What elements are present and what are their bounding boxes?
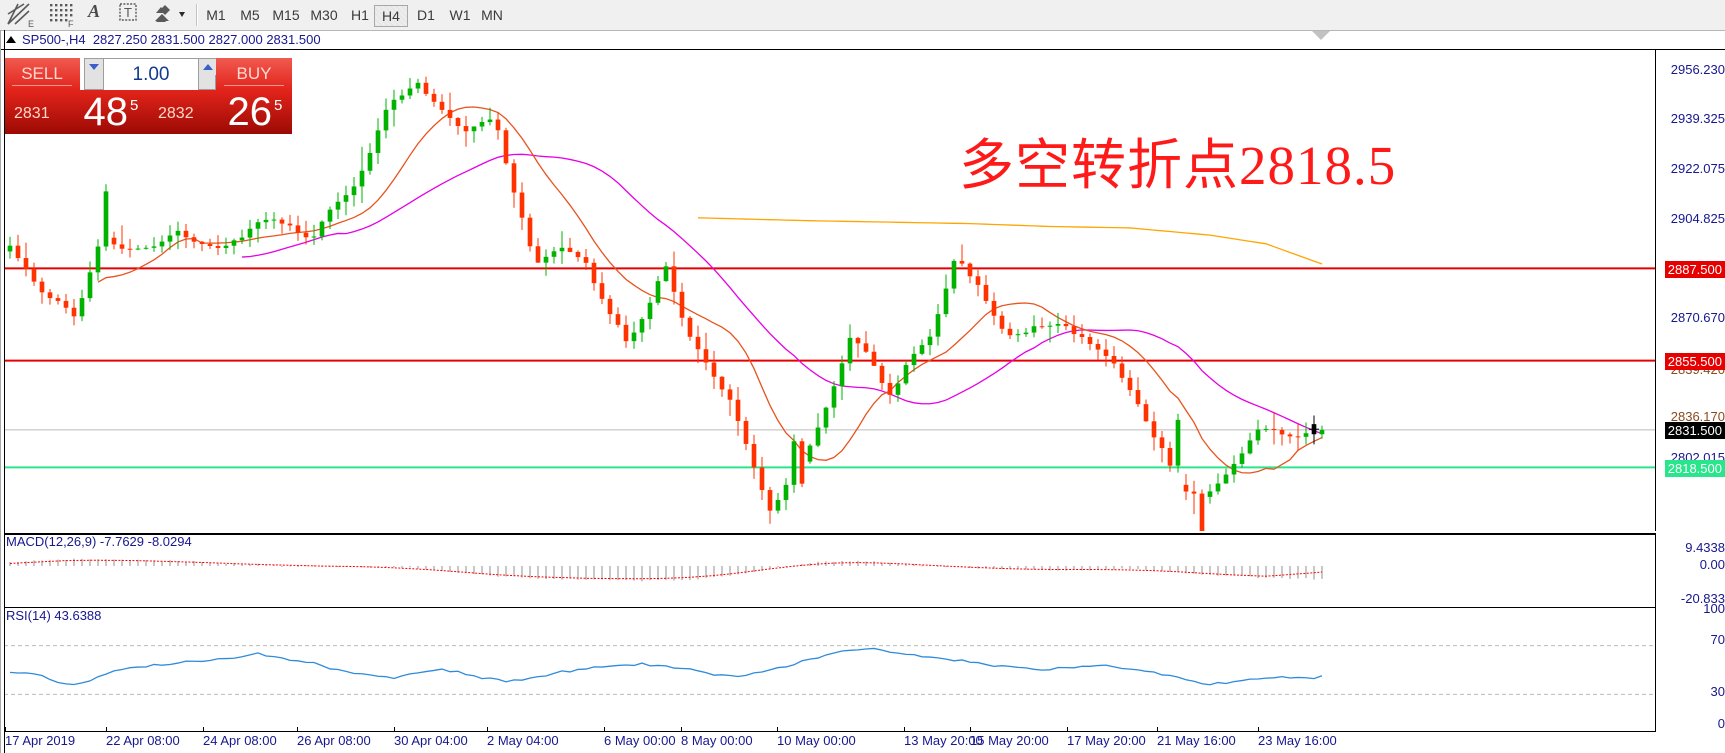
svg-text:E: E [28,19,34,28]
svg-text:T: T [124,5,132,20]
svg-text:F: F [68,19,74,28]
